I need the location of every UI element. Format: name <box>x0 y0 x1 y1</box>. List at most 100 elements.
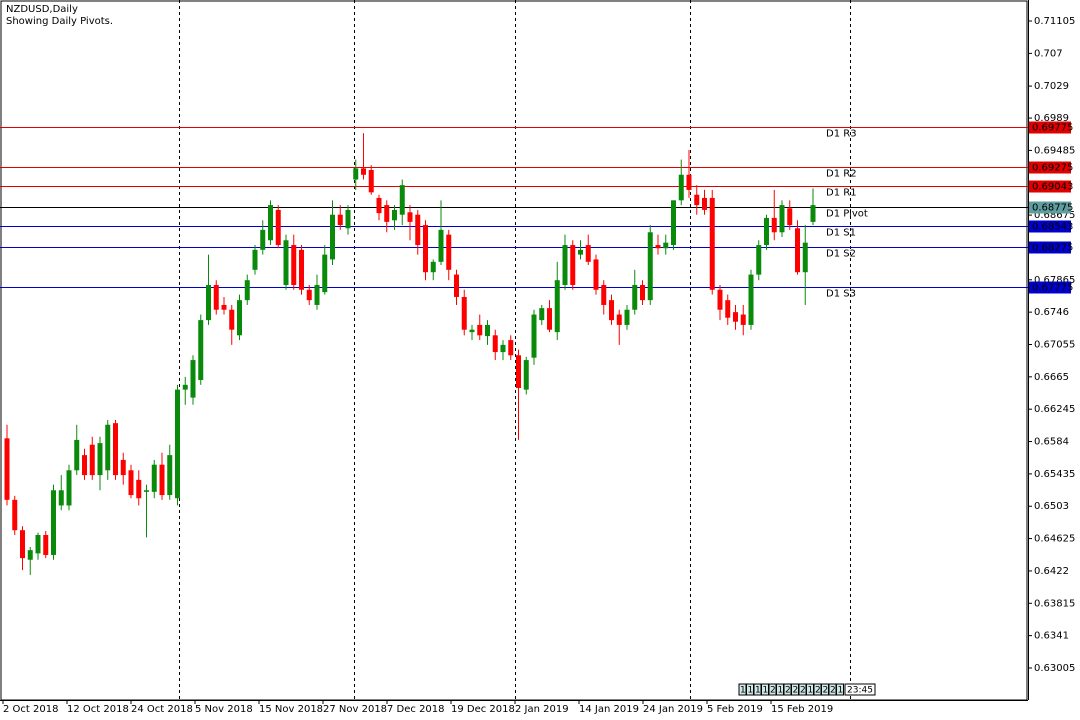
y-tick-label: 0.69485 <box>1034 145 1075 156</box>
status-box-label: 1 <box>748 686 754 696</box>
status-box-label: 2 <box>830 686 836 696</box>
candle-body <box>415 214 421 246</box>
candle-body <box>291 245 297 285</box>
candle-body <box>740 314 746 325</box>
candle-body <box>27 550 33 560</box>
pivot-price-label: 0.69775 <box>1032 123 1073 134</box>
candle-body <box>787 208 793 226</box>
candle-body <box>105 424 111 471</box>
x-tick-label: 12 Oct 2018 <box>67 704 129 715</box>
candle-body <box>523 360 529 390</box>
candle-body <box>469 329 475 333</box>
candle-body <box>717 289 723 310</box>
candle-body <box>337 214 343 226</box>
y-tick-label: 0.7029 <box>1034 81 1069 92</box>
candle-body <box>237 300 242 336</box>
candle-body <box>570 245 576 285</box>
candle-body <box>547 308 552 330</box>
candle-body <box>756 245 762 275</box>
candle-body <box>438 229 444 262</box>
candle-body <box>74 439 80 471</box>
candle-body <box>89 444 95 476</box>
x-tick-label: 5 Feb 2019 <box>707 704 763 715</box>
candle-body <box>531 314 537 358</box>
pivot-price-box <box>1029 121 1071 134</box>
pivot-name: D1 R3 <box>826 129 857 140</box>
pivot-price-label: 0.69275 <box>1032 163 1073 174</box>
candle-body <box>361 168 366 175</box>
candle-body <box>485 324 490 337</box>
candle-body <box>593 259 599 290</box>
pivot-price-box <box>1029 241 1071 254</box>
candle-body <box>159 464 165 496</box>
candle-body <box>206 284 211 321</box>
status-box-label: 2 <box>823 686 829 696</box>
pivot-price-label: 0.67775 <box>1032 283 1073 294</box>
candle-body <box>368 169 374 193</box>
y-tick-label: 0.6584 <box>1034 437 1069 448</box>
candle-body <box>601 284 607 305</box>
candle-body <box>12 499 18 531</box>
candle-body <box>725 300 731 318</box>
candle-body <box>314 284 320 305</box>
candle-body <box>492 335 498 353</box>
candle-body <box>578 249 583 255</box>
status-box-label: 1 <box>740 686 746 696</box>
candle-body <box>702 197 707 210</box>
candle-body <box>423 225 428 273</box>
pivot-price-box <box>1029 180 1071 193</box>
candle-body <box>384 205 390 222</box>
x-tick-label: 19 Dec 2018 <box>451 704 515 715</box>
candle-body <box>260 229 266 250</box>
candle-body <box>306 289 312 301</box>
candle-body <box>461 296 467 330</box>
candle-body <box>58 490 64 506</box>
candle-body <box>43 534 49 555</box>
pivot-name: D1 R2 <box>826 169 857 180</box>
candle-body <box>20 530 25 559</box>
candle-body <box>632 284 638 310</box>
x-tick-label: 5 Nov 2018 <box>195 704 253 715</box>
pivot-price-label: 0.68275 <box>1032 243 1073 254</box>
x-tick-label: 7 Dec 2018 <box>387 704 445 715</box>
candle-body <box>554 280 560 333</box>
pivot-name: D1 S3 <box>826 289 856 300</box>
candle-body <box>151 464 157 492</box>
timer-box <box>844 683 876 696</box>
y-tick-label: 0.64625 <box>1034 534 1075 545</box>
pivot-price-label: 0.68543 <box>1032 222 1073 233</box>
candle-body <box>182 384 188 390</box>
y-tick-label: 0.68675 <box>1034 210 1075 221</box>
pivot-price-label: 0.68775 <box>1032 203 1073 214</box>
candle-body <box>624 309 630 325</box>
candle-body <box>229 309 235 330</box>
x-tick-label: 14 Jan 2019 <box>579 704 639 715</box>
timer: 23:45 <box>847 686 873 696</box>
chart-title: NZDUSD,Daily <box>6 4 78 15</box>
candle-body <box>655 245 661 249</box>
y-tick-label: 0.6746 <box>1034 307 1069 318</box>
y-tick-label: 0.6989 <box>1034 113 1069 124</box>
y-tick-label: 0.6665 <box>1034 372 1069 383</box>
candle-body <box>136 479 142 499</box>
candle-body <box>430 261 436 273</box>
candle-body <box>694 194 700 206</box>
candle-body <box>399 185 405 215</box>
candle-body <box>82 455 87 476</box>
candle-body <box>733 312 738 322</box>
candle-body <box>771 217 777 233</box>
y-tick-label: 0.6503 <box>1034 501 1069 512</box>
status-box-label: 2 <box>785 686 791 696</box>
status-box-label: 1 <box>838 686 844 696</box>
candle-body <box>407 212 413 222</box>
candle-body <box>477 324 483 336</box>
pivot-price-box <box>1029 220 1071 233</box>
candle-body <box>51 490 56 555</box>
candle-body <box>35 534 41 554</box>
candle-body <box>167 455 173 496</box>
candle-body <box>709 197 715 290</box>
candle-body <box>508 340 514 356</box>
x-tick-label: 24 Oct 2018 <box>131 704 193 715</box>
pivot-price-box <box>1029 161 1071 174</box>
